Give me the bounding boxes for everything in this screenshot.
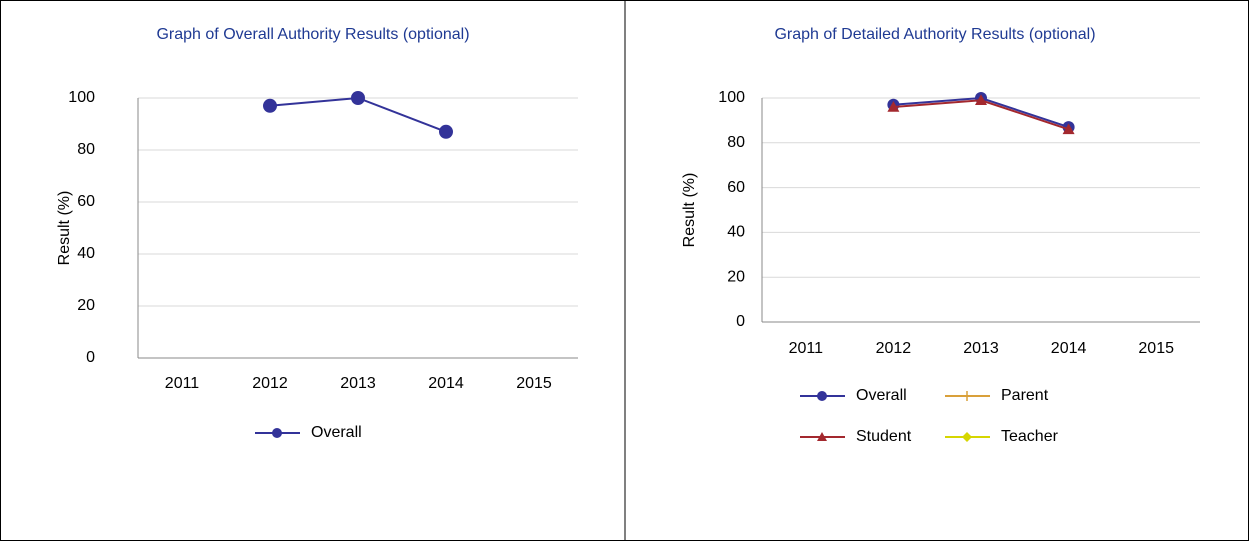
x-tick-label: 2011: [165, 375, 200, 392]
y-tick-label: 40: [727, 224, 745, 241]
x-tick-label: 2012: [876, 340, 912, 357]
marker: [272, 428, 282, 438]
legend-label: Overall: [311, 424, 362, 441]
y-tick-label: 20: [77, 297, 95, 314]
marker: [817, 391, 827, 401]
marker: [1062, 123, 1075, 135]
marker: [351, 91, 365, 105]
y-tick-label: 80: [77, 141, 95, 158]
legend-label: Teacher: [1001, 428, 1059, 445]
y-tick-label: 80: [727, 134, 745, 151]
x-tick-label: 2013: [340, 375, 376, 392]
y-tick-label: 100: [68, 89, 95, 106]
y-axis-title: Result (%): [681, 173, 698, 248]
marker: [817, 432, 827, 441]
x-tick-label: 2011: [789, 340, 824, 357]
x-tick-label: 2013: [963, 340, 999, 357]
y-tick-label: 60: [727, 179, 745, 196]
x-tick-label: 2014: [428, 375, 464, 392]
marker: [439, 124, 453, 139]
chart-title: Graph of Overall Authority Results (opti…: [156, 26, 469, 43]
x-tick-label: 2014: [1051, 340, 1087, 357]
y-tick-label: 100: [718, 89, 745, 106]
y-tick-label: 60: [77, 193, 95, 210]
marker: [975, 94, 987, 106]
y-tick-label: 0: [736, 313, 745, 330]
marker: [263, 98, 277, 113]
marker: [962, 391, 972, 401]
legend-label: Overall: [856, 387, 907, 404]
legend-label: Parent: [1001, 387, 1049, 404]
chart-title: Graph of Detailed Authority Results (opt…: [774, 26, 1095, 43]
marker: [962, 432, 972, 442]
y-tick-label: 20: [727, 268, 745, 285]
marker: [887, 100, 900, 112]
x-tick-label: 2015: [516, 375, 552, 392]
y-tick-label: 40: [77, 245, 95, 262]
x-tick-label: 2015: [1138, 340, 1174, 357]
x-tick-label: 2012: [252, 375, 288, 392]
y-tick-label: 0: [86, 349, 95, 366]
legend-label: Student: [856, 428, 912, 445]
y-axis-title: Result (%): [56, 191, 73, 266]
